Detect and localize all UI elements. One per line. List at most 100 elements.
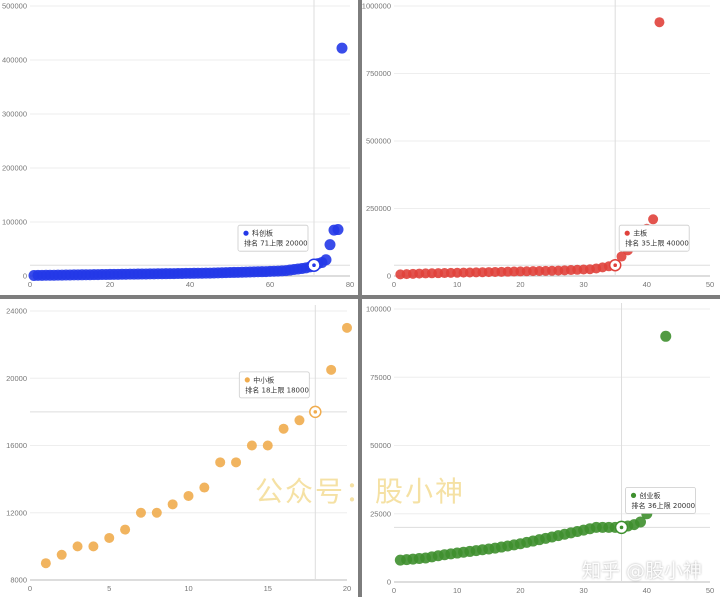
x-tick-label: 5 bbox=[107, 584, 111, 593]
y-tick-label: 750000 bbox=[366, 69, 391, 78]
scatter-point[interactable] bbox=[342, 322, 352, 333]
y-tick-label: 0 bbox=[387, 578, 391, 587]
scatter-point[interactable] bbox=[120, 524, 131, 535]
chart-panel-1: 0 100000 200000 300000 400000 500000 0 20 40 60 80… bbox=[0, 0, 358, 295]
y-tick-label: 25000 bbox=[370, 509, 391, 518]
tooltip-series-label: 创业板 bbox=[640, 491, 661, 500]
x-tick-label: 30 bbox=[579, 586, 587, 595]
x-tick-label: 20 bbox=[106, 280, 114, 289]
scatter-point[interactable] bbox=[336, 42, 348, 54]
x-tick-label: 15 bbox=[264, 584, 272, 593]
tooltip-swatch bbox=[624, 230, 630, 236]
x-tick-label: 20 bbox=[516, 280, 524, 289]
scatter-point[interactable] bbox=[332, 224, 344, 236]
x-tick-label: 10 bbox=[184, 584, 192, 593]
x-tick-label: 40 bbox=[643, 586, 651, 595]
scatter-point[interactable] bbox=[88, 541, 99, 552]
scatter-point[interactable] bbox=[215, 457, 226, 468]
y-tick-label: 100000 bbox=[2, 218, 27, 227]
scatter-chart-2: 0 250000 500000 750000 1000000 0 10 20 30 40 50 主板排… bbox=[362, 0, 714, 289]
y-tick-label: 16000 bbox=[6, 441, 27, 450]
x-tick-label: 20 bbox=[516, 586, 524, 595]
tooltip-box bbox=[237, 224, 309, 252]
tooltip-box bbox=[625, 486, 696, 514]
x-tick-label: 60 bbox=[266, 280, 274, 289]
scatter-point[interactable] bbox=[278, 423, 289, 434]
scatter-chart-1: 0 100000 200000 300000 400000 500000 0 20 40 60 80… bbox=[2, 0, 354, 289]
scatter-point[interactable] bbox=[326, 364, 337, 375]
x-tick-label: 0 bbox=[28, 280, 32, 289]
y-tick-label: 50000 bbox=[370, 441, 391, 450]
scatter-point[interactable] bbox=[72, 541, 83, 552]
tooltip-value-text: 排名 36上限 20000 bbox=[632, 501, 696, 510]
highlighted-point-center bbox=[613, 263, 617, 268]
highlighted-point-center bbox=[619, 525, 624, 530]
x-tick-label: 20 bbox=[343, 584, 351, 593]
scatter-point[interactable] bbox=[104, 532, 115, 543]
scatter-point[interactable] bbox=[654, 17, 665, 28]
y-tick-label: 24000 bbox=[6, 307, 27, 316]
tooltip-swatch bbox=[243, 230, 249, 236]
tooltip-swatch bbox=[244, 377, 250, 383]
x-tick-label: 0 bbox=[28, 584, 32, 593]
scatter-point[interactable] bbox=[167, 499, 178, 510]
y-tick-label: 100000 bbox=[366, 305, 391, 314]
tooltip-swatch bbox=[630, 492, 637, 498]
x-tick-label: 10 bbox=[453, 586, 461, 595]
tooltip-series-label: 中小板 bbox=[253, 375, 274, 384]
scatter-point[interactable] bbox=[324, 239, 336, 251]
y-tick-label: 8000 bbox=[10, 576, 27, 585]
x-tick-label: 50 bbox=[706, 586, 714, 595]
y-tick-label: 75000 bbox=[370, 373, 391, 382]
tooltip-value-text: 排名 18上限 18000 bbox=[245, 385, 309, 394]
y-tick-label: 0 bbox=[23, 272, 27, 281]
y-tick-label: 300000 bbox=[2, 110, 27, 119]
scatter-point[interactable] bbox=[660, 330, 672, 342]
x-tick-label: 0 bbox=[392, 586, 396, 595]
chart-panel-4: 0 25000 50000 75000 100000 0 10 20 30 40 50 创业板 排名 3… bbox=[362, 299, 720, 597]
scatter-point[interactable] bbox=[135, 507, 146, 518]
x-tick-label: 30 bbox=[579, 280, 587, 289]
tooltip-series-label: 科创板 bbox=[252, 229, 273, 238]
x-tick-label: 80 bbox=[346, 280, 354, 289]
x-tick-label: 50 bbox=[706, 280, 714, 289]
x-tick-label: 0 bbox=[392, 280, 396, 289]
x-tick-label: 40 bbox=[186, 280, 194, 289]
chart-panel-3: 8000 12000 16000 20000 24000 0 5 10 15 20 中小板 排名 18… bbox=[0, 299, 358, 597]
y-tick-label: 20000 bbox=[6, 374, 27, 383]
scatter-point[interactable] bbox=[616, 251, 627, 262]
scatter-point[interactable] bbox=[648, 214, 659, 225]
y-tick-label: 1000000 bbox=[362, 2, 391, 11]
y-tick-label: 200000 bbox=[2, 164, 27, 173]
y-tick-label: 0 bbox=[387, 272, 391, 281]
scatter-point[interactable] bbox=[40, 558, 51, 569]
scatter-point[interactable] bbox=[183, 490, 194, 501]
tooltip-value-text: 排名 71上限 20000 bbox=[244, 239, 308, 248]
scatter-point[interactable] bbox=[262, 440, 273, 451]
tooltip-series-label: 主板 bbox=[633, 229, 647, 238]
chart-panel-2: 0 250000 500000 750000 1000000 0 10 20 30 40 50 主板排… bbox=[362, 0, 720, 295]
y-tick-label: 250000 bbox=[366, 204, 391, 213]
scatter-point[interactable] bbox=[320, 254, 332, 266]
highlighted-point-center bbox=[312, 263, 316, 268]
scatter-point[interactable] bbox=[151, 507, 162, 518]
tooltip-box bbox=[618, 224, 690, 252]
scatter-point[interactable] bbox=[56, 549, 67, 560]
scatter-point[interactable] bbox=[294, 415, 305, 426]
y-tick-label: 400000 bbox=[2, 56, 27, 65]
tooltip-box bbox=[238, 371, 310, 399]
y-tick-label: 500000 bbox=[2, 2, 27, 11]
highlighted-point-center bbox=[313, 410, 318, 414]
tooltip-value-text: 排名 35上限 40000 bbox=[625, 239, 689, 248]
scatter-point[interactable] bbox=[231, 457, 242, 468]
x-tick-label: 10 bbox=[453, 280, 461, 289]
scatter-point[interactable] bbox=[246, 440, 257, 451]
y-tick-label: 500000 bbox=[366, 137, 391, 146]
scatter-point[interactable] bbox=[634, 516, 646, 528]
scatter-point[interactable] bbox=[199, 482, 210, 493]
